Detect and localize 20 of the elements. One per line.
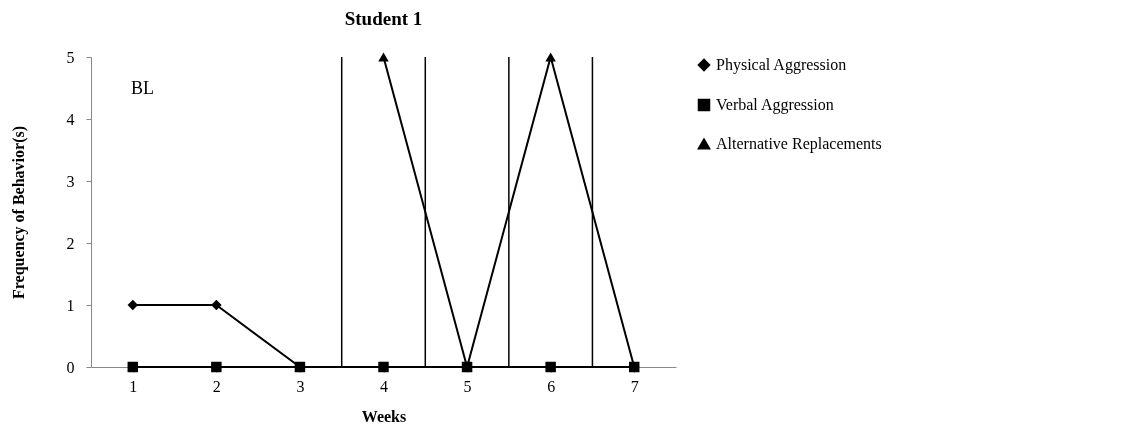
x-tick-label: 4 <box>380 377 388 395</box>
x-tick-label: 6 <box>547 377 556 395</box>
legend-label: Verbal Aggression <box>716 96 834 114</box>
x-tick-label: 2 <box>212 377 221 395</box>
x-axis-title: Weeks <box>361 407 407 425</box>
y-tick-label: 4 <box>66 110 75 128</box>
y-tick-label: 5 <box>66 48 75 66</box>
x-tick-label: 5 <box>463 377 472 395</box>
chart-title: Student 1 <box>344 8 423 29</box>
x-tick-label: 7 <box>630 377 639 395</box>
y-tick-label: 2 <box>66 234 75 252</box>
annotation: BL <box>131 78 155 98</box>
y-tick-label: 0 <box>66 358 75 376</box>
x-tick-label: 1 <box>129 377 138 395</box>
y-tick-label: 1 <box>66 296 75 314</box>
legend-label: Physical Aggression <box>716 56 847 74</box>
y-axis-title: Frequency of Behavior(s) <box>9 125 28 300</box>
legend-label: Alternative Replacements <box>716 135 882 153</box>
y-tick-label: 3 <box>66 172 75 190</box>
x-tick-label: 3 <box>296 377 305 395</box>
